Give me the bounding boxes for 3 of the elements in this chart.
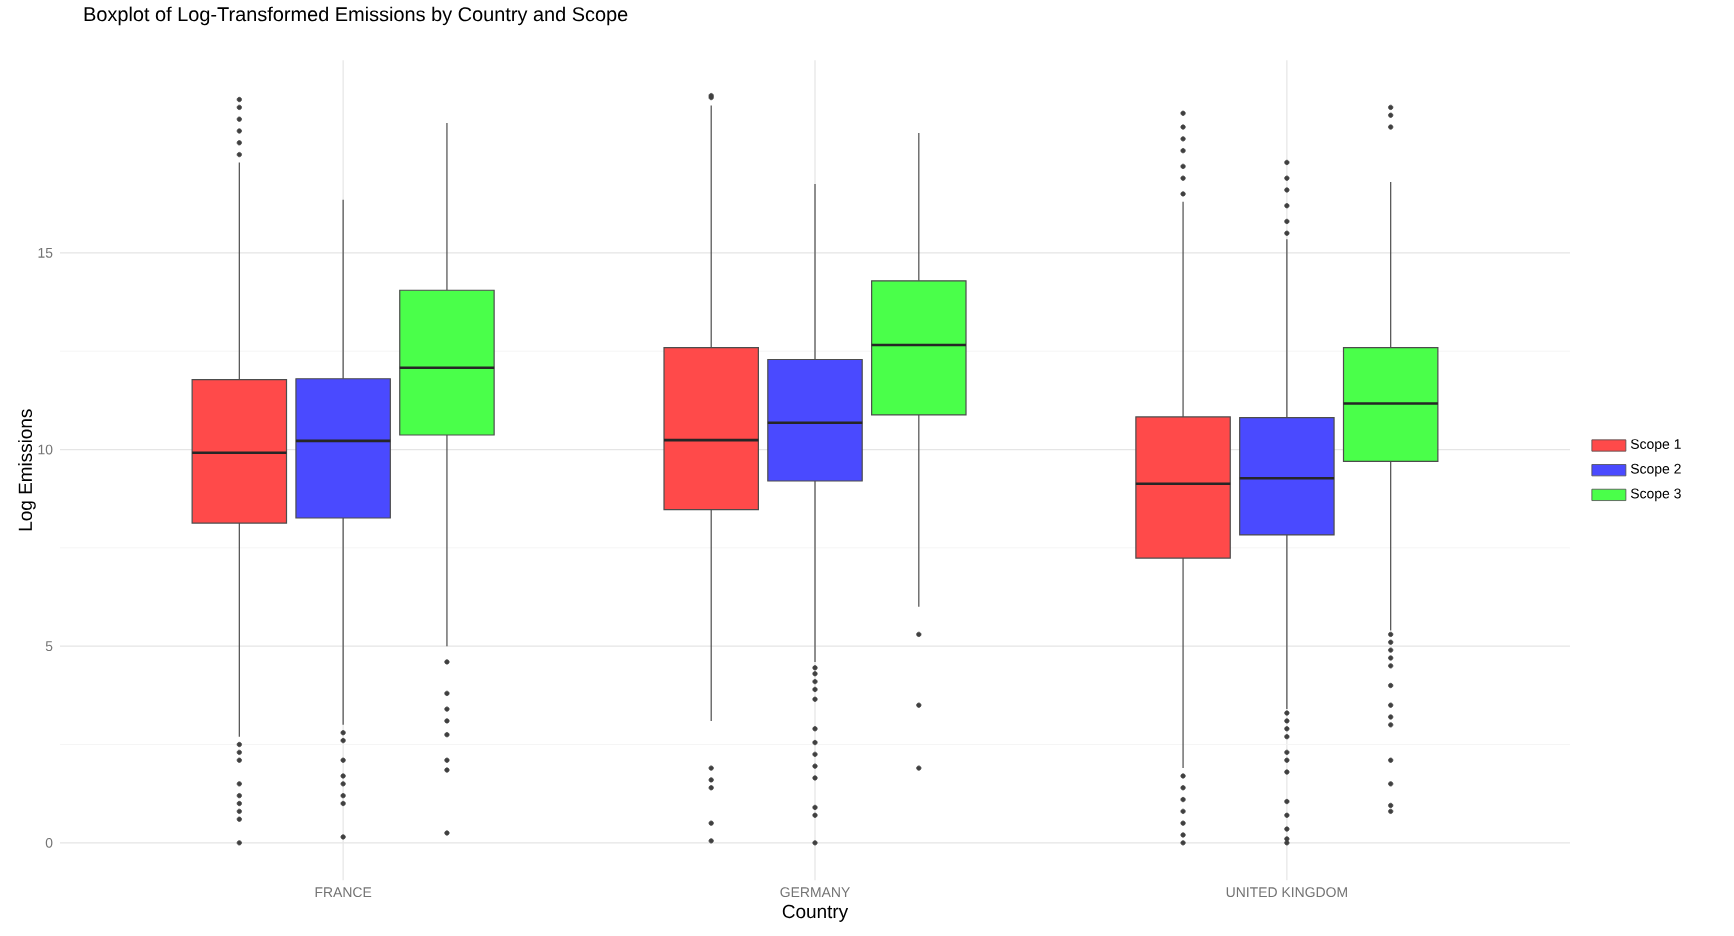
y-axis-title: Log Emissions [18, 409, 36, 531]
chart-title: Boxplot of Log-Transformed Emissions by Country and Scope [84, 6, 628, 26]
x-axis-title: Country [782, 904, 849, 922]
